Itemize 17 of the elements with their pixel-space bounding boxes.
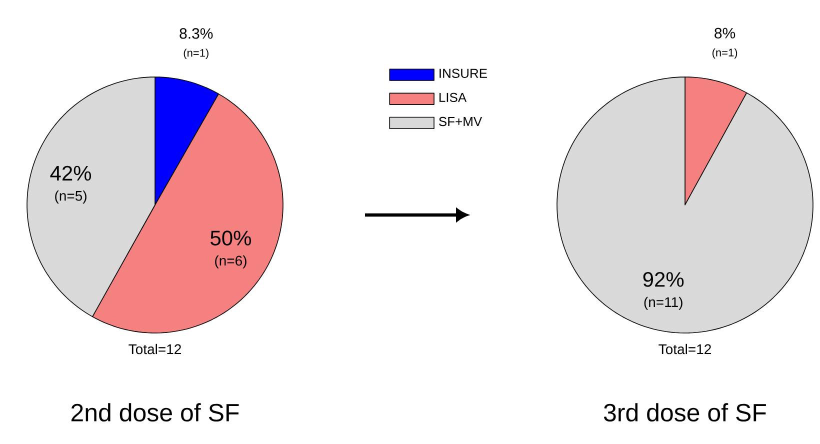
data-label: 8.3% bbox=[180, 28, 213, 39]
text: 3rd dose of SF bbox=[604, 403, 766, 422]
legend-label: SF+MV bbox=[439, 116, 482, 126]
text: (n=1) bbox=[184, 48, 208, 59]
text: (n=1) bbox=[712, 48, 738, 59]
text: (n=5) bbox=[55, 190, 86, 204]
legend-label: INSURE bbox=[440, 68, 487, 78]
text: Total=12 bbox=[658, 344, 711, 354]
text: (n=11) bbox=[644, 296, 682, 310]
data-label: 92% bbox=[643, 272, 684, 287]
data-label: 8% bbox=[714, 28, 736, 38]
legend-label: LISA bbox=[439, 92, 467, 102]
text: 2nd dose of SF bbox=[71, 403, 239, 422]
data-label: 42% bbox=[50, 166, 92, 181]
data-label: 50% bbox=[210, 230, 251, 246]
text: (n=6) bbox=[215, 255, 246, 268]
text: Total=12 bbox=[128, 344, 181, 354]
